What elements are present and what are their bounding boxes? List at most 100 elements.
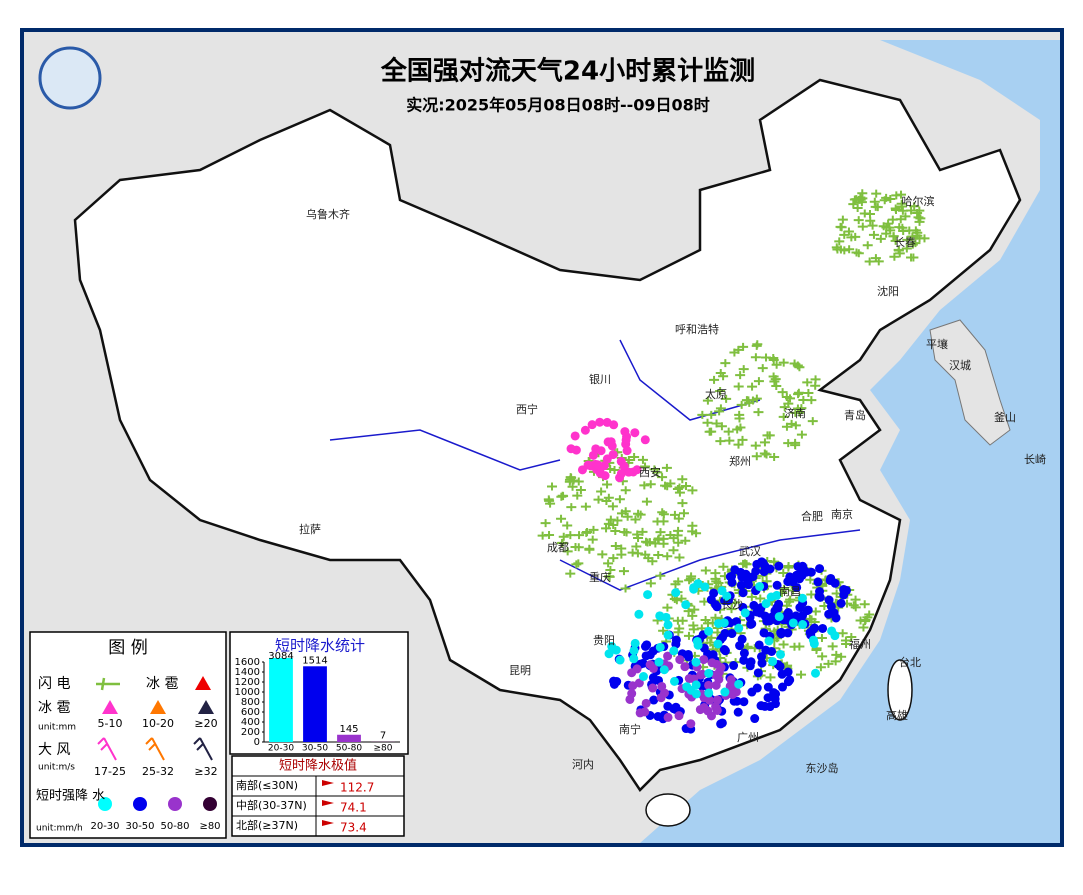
rain-mark [762, 616, 772, 626]
lightning-mark [753, 377, 764, 386]
rain-mark [691, 657, 701, 667]
rain-mark [803, 605, 813, 615]
lightning-mark [674, 488, 685, 497]
lightning-mark [556, 514, 567, 523]
rain-mark [774, 561, 784, 571]
rain-mark [747, 687, 757, 697]
rain-mark [739, 648, 749, 658]
lightning-mark [687, 486, 698, 495]
lightning-mark [783, 563, 794, 572]
lightning-mark [734, 414, 745, 423]
lightning-mark [858, 623, 869, 632]
rain-mark [783, 577, 793, 587]
rain-mark [595, 417, 605, 427]
lightning-mark [547, 482, 558, 491]
lightning-mark [639, 481, 650, 490]
rain-mark [755, 581, 765, 591]
rain-mark [711, 680, 721, 690]
city-label: 高雄 [886, 708, 908, 722]
rain-mark [704, 668, 714, 678]
rain-mark [754, 640, 764, 650]
rain-mark [671, 588, 681, 598]
wind-symbol [193, 737, 213, 761]
rain-mark [566, 444, 576, 454]
lightning-mark [571, 560, 582, 569]
rain-mark [734, 623, 744, 633]
rain-mark [588, 450, 598, 460]
lightning-mark [896, 199, 907, 208]
rain-mark [805, 628, 815, 638]
lightning-mark [684, 576, 695, 585]
lightning-mark [786, 419, 797, 428]
lightning-mark [665, 479, 676, 488]
city-label: 平壤 [926, 337, 948, 351]
rain-mark [734, 679, 744, 689]
lightning-mark [604, 572, 615, 581]
rain-mark [836, 598, 846, 608]
city-label: 南宁 [619, 722, 641, 736]
legend-hail-size: 冰 雹 [38, 700, 70, 716]
rain-mark [736, 580, 746, 590]
rain-mark [768, 656, 778, 666]
lightning-mark [915, 214, 926, 223]
hail-size-symbol [102, 700, 118, 714]
lightning-mark [721, 394, 732, 403]
lightning-mark [558, 532, 569, 541]
rain-mark [669, 646, 679, 656]
city-label: 呼和浩特 [675, 322, 719, 336]
lightning-mark [602, 480, 613, 489]
rain-mark [632, 664, 642, 674]
rain-mark [763, 682, 773, 692]
hainan [645, 793, 691, 827]
bar [337, 734, 361, 742]
lightning-mark [568, 476, 579, 485]
region-label: 北部(≥37N) [236, 818, 298, 832]
lightning-mark [709, 375, 720, 384]
lightning-mark [769, 452, 780, 461]
rain-mark [772, 603, 782, 613]
sea [640, 40, 1060, 843]
rain-mark [839, 590, 849, 600]
lightning-mark [677, 616, 688, 625]
rain-mark [738, 588, 748, 598]
lightning-mark [710, 574, 721, 583]
rain-mark [669, 704, 679, 714]
legend-lightning: 闪 电 [38, 676, 70, 692]
lightning-mark [757, 364, 768, 373]
rain-mark [783, 667, 793, 677]
lightning-mark [914, 206, 925, 215]
rain-mark [830, 578, 840, 588]
rain-mark [705, 695, 715, 705]
rain-mark [761, 599, 771, 609]
extremes-title: 短时降水极值 [279, 758, 357, 774]
lightning-mark [584, 545, 595, 554]
lightning-mark [608, 520, 619, 529]
city-label: 西安 [639, 465, 661, 479]
lightning-mark [581, 528, 592, 537]
lightning-mark [575, 486, 586, 495]
lightning-mark [681, 481, 692, 490]
lightning-mark [894, 249, 905, 258]
rain-mark [813, 577, 823, 587]
lightning-mark [736, 400, 747, 409]
lightning-mark [853, 216, 864, 225]
lightning-mark [753, 408, 764, 417]
rain-mark [725, 572, 735, 582]
rain-mark [638, 671, 648, 681]
city-label: 长沙 [721, 598, 743, 611]
lightning-mark [769, 377, 780, 386]
rain-mark [778, 682, 788, 692]
city-labels: 乌鲁木齐 哈尔滨长春沈阳呼和浩特平壤汉城银川太原济南 青岛 釜山 西宁郑州 长崎西安合肥南… [299, 194, 1046, 775]
logo [38, 46, 102, 110]
lightning-mark [724, 436, 735, 445]
lightning-mark [790, 408, 801, 417]
lightning-mark [837, 629, 848, 638]
rain-mark [726, 675, 736, 685]
rain-mark [706, 595, 716, 605]
lightning-mark [750, 353, 761, 362]
rain-mark [587, 420, 597, 430]
city-label: 贵阳 [593, 634, 615, 647]
lightning-mark [733, 440, 744, 449]
